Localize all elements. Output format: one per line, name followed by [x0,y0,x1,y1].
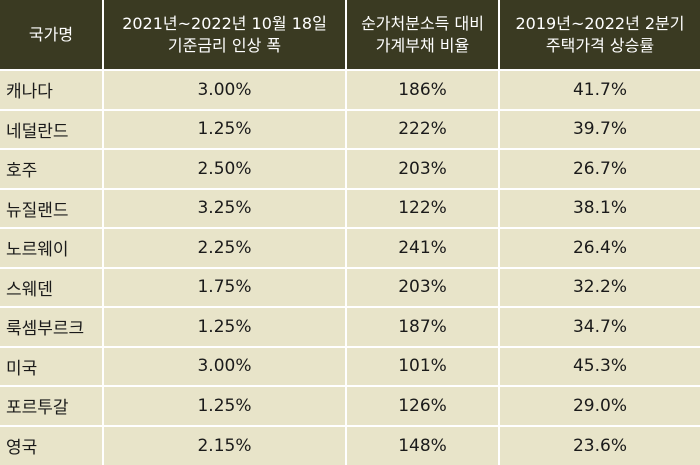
cell-rate-hike: 2.25% [103,227,347,268]
cell-country: 호주 [0,148,104,189]
cell-debt-ratio: 203% [346,148,500,189]
cell-country: 미국 [0,345,104,386]
table-row: 포르투갈 1.25% 126% 29.0% [0,385,700,426]
cell-country: 뉴질랜드 [0,187,104,228]
cell-country: 포르투갈 [0,385,104,426]
table-row: 룩셈부르크 1.25% 187% 34.7% [0,306,700,347]
table-header: 국가명 2021년~2022년 10월 18일 기준금리 인상 폭 순가처분소득… [0,0,700,70]
header-house-price: 2019년~2022년 2분기 주택가격 상승률 [499,0,700,70]
cell-rate-hike: 1.25% [103,306,347,347]
cell-house-price: 38.1% [499,187,700,228]
cell-country: 네덜란드 [0,108,104,149]
cell-house-price: 34.7% [499,306,700,347]
table-row: 캐나다 3.00% 186% 41.7% [0,69,700,110]
cell-country: 노르웨이 [0,227,104,268]
header-row: 국가명 2021년~2022년 10월 18일 기준금리 인상 폭 순가처분소득… [0,0,700,70]
table-row: 스웨덴 1.75% 203% 32.2% [0,266,700,307]
cell-debt-ratio: 126% [346,385,500,426]
cell-house-price: 32.2% [499,266,700,307]
cell-rate-hike: 3.25% [103,187,347,228]
table-row: 미국 3.00% 101% 45.3% [0,345,700,386]
header-text: 순가처분소득 대비 [361,13,484,33]
cell-rate-hike: 3.00% [103,345,347,386]
cell-rate-hike: 1.25% [103,108,347,149]
header-text: 기준금리 인상 폭 [167,35,282,55]
table-row: 노르웨이 2.25% 241% 26.4% [0,227,700,268]
cell-rate-hike: 1.75% [103,266,347,307]
header-debt-ratio: 순가처분소득 대비 가계부채 비율 [346,0,500,70]
cell-debt-ratio: 101% [346,345,500,386]
cell-house-price: 26.7% [499,148,700,189]
table-body: 캐나다 3.00% 186% 41.7% 네덜란드 1.25% 222% 39.7% 호주 2.5… [0,69,700,465]
table-row: 호주 2.50% 203% 26.7% [0,148,700,189]
cell-country: 스웨덴 [0,266,104,307]
cell-house-price: 29.0% [499,385,700,426]
cell-country: 룩셈부르크 [0,306,104,347]
cell-rate-hike: 1.25% [103,385,347,426]
cell-house-price: 26.4% [499,227,700,268]
cell-debt-ratio: 122% [346,187,500,228]
cell-rate-hike: 2.15% [103,424,347,465]
cell-debt-ratio: 186% [346,69,500,110]
header-text: 2019년~2022년 2분기 [515,13,685,33]
cell-rate-hike: 2.50% [103,148,347,189]
cell-house-price: 45.3% [499,345,700,386]
cell-house-price: 41.7% [499,69,700,110]
cell-country: 캐나다 [0,69,104,110]
table-row: 뉴질랜드 3.25% 122% 38.1% [0,187,700,228]
cell-country: 영국 [0,424,104,465]
cell-house-price: 39.7% [499,108,700,149]
table-row: 영국 2.15% 148% 23.6% [0,424,700,465]
header-country: 국가명 [0,0,104,70]
cell-debt-ratio: 187% [346,306,500,347]
cell-house-price: 23.6% [499,424,700,465]
cell-debt-ratio: 222% [346,108,500,149]
header-text: 주택가격 상승률 [545,35,655,55]
cell-debt-ratio: 203% [346,266,500,307]
header-text: 국가명 [28,24,74,44]
cell-rate-hike: 3.00% [103,69,347,110]
cell-debt-ratio: 148% [346,424,500,465]
table-row: 네덜란드 1.25% 222% 39.7% [0,108,700,149]
header-rate-hike: 2021년~2022년 10월 18일 기준금리 인상 폭 [103,0,347,70]
header-text: 가계부채 비율 [375,35,470,55]
header-text: 2021년~2022년 10월 18일 [122,13,327,33]
cell-debt-ratio: 241% [346,227,500,268]
